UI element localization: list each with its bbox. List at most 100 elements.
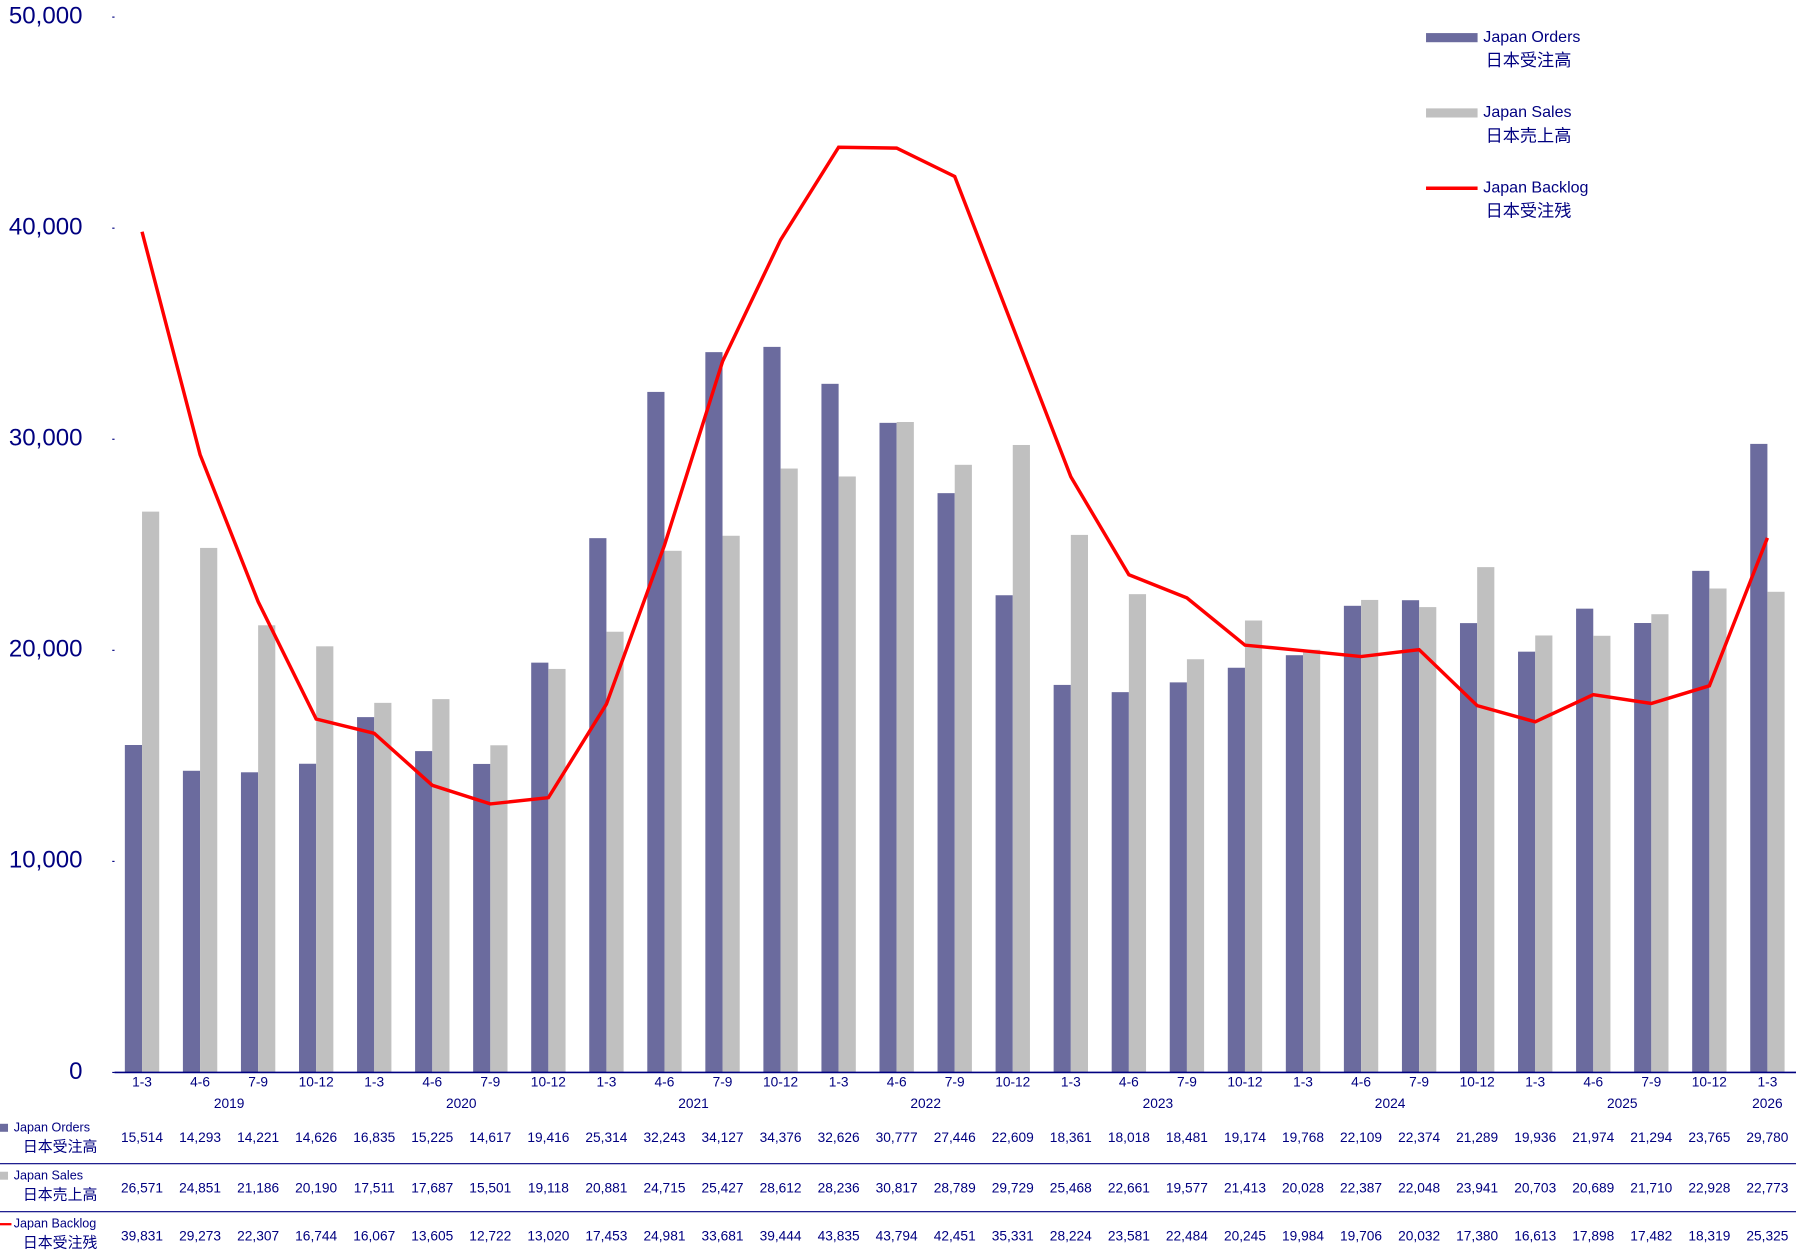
bar	[1576, 608, 1594, 1073]
table-value: 22,661	[1108, 1180, 1150, 1195]
bar	[1651, 614, 1669, 1073]
table-value: 15,225	[411, 1130, 453, 1145]
table-value: 22,109	[1340, 1130, 1382, 1145]
x-tick-label: 10-12	[299, 1074, 334, 1089]
y-tick-label: 10,000	[9, 847, 83, 874]
table-value: 39,444	[760, 1228, 802, 1243]
x-tick-label: 10-12	[1692, 1074, 1727, 1089]
table-value: 20,032	[1398, 1228, 1440, 1243]
bar	[1285, 655, 1304, 1073]
bar	[1303, 649, 1321, 1073]
table-value: 29,729	[992, 1180, 1034, 1195]
table-swatch	[0, 1171, 9, 1180]
x-tick-label: 1-3	[1757, 1074, 1777, 1089]
bar	[879, 422, 897, 1073]
table-value: 22,307	[237, 1228, 279, 1243]
table-value: 28,612	[760, 1180, 802, 1195]
bar	[316, 646, 334, 1073]
table-value: 19,984	[1282, 1228, 1324, 1243]
year-label: 2023	[1143, 1096, 1174, 1111]
bar	[548, 668, 566, 1073]
x-tick-label: 7-9	[1409, 1074, 1429, 1089]
bar	[1111, 692, 1129, 1073]
bar	[473, 763, 491, 1073]
table-value: 25,325	[1746, 1228, 1788, 1243]
bar	[1227, 667, 1245, 1073]
table-value: 17,511	[354, 1180, 395, 1195]
table-value: 20,881	[585, 1180, 627, 1195]
x-tick-label: 1-3	[132, 1074, 152, 1089]
table-value: 32,626	[818, 1130, 860, 1145]
table-value: 28,789	[934, 1180, 976, 1195]
table-value: 25,427	[702, 1180, 744, 1195]
table-value: 34,376	[760, 1130, 802, 1145]
x-tick-label: 7-9	[1177, 1074, 1197, 1089]
bar	[589, 538, 607, 1073]
x-tick-label: 7-9	[713, 1074, 733, 1089]
x-tick-label: 10-12	[531, 1074, 566, 1089]
table-value: 19,936	[1514, 1130, 1556, 1145]
bar	[1419, 607, 1437, 1073]
bar	[1477, 567, 1495, 1073]
bar	[240, 772, 259, 1073]
x-tick-label: 4-6	[1119, 1074, 1139, 1089]
bar	[258, 625, 276, 1073]
bar	[664, 550, 682, 1073]
table-value: 21,974	[1572, 1130, 1614, 1145]
year-label: 2020	[446, 1096, 477, 1111]
y-tick-label: 20,000	[9, 636, 83, 663]
table-value: 14,617	[469, 1130, 511, 1145]
legend-label: 日本受注高	[1486, 50, 1572, 70]
line	[140, 145, 1770, 806]
table-value: 19,768	[1282, 1130, 1324, 1145]
table-row-label: 日本受注残	[23, 1235, 98, 1252]
bar	[1535, 635, 1553, 1073]
table-value: 29,273	[179, 1228, 221, 1243]
bar	[647, 391, 665, 1073]
bar	[1401, 600, 1420, 1073]
bar	[432, 699, 450, 1073]
table-value: 21,289	[1456, 1130, 1498, 1145]
y-tick-label: 40,000	[9, 214, 83, 241]
bar	[896, 422, 914, 1073]
x-tick-label: 10-12	[1460, 1074, 1495, 1089]
table-row-label: Japan Backlog	[14, 1217, 97, 1231]
x-tick-label: 1-3	[364, 1074, 384, 1089]
table-value: 29,780	[1746, 1130, 1788, 1145]
table-value: 20,028	[1282, 1180, 1324, 1195]
table-value: 15,501	[469, 1180, 511, 1195]
table-value: 23,941	[1456, 1180, 1498, 1195]
table-value: 28,236	[818, 1180, 860, 1195]
table-value: 17,380	[1456, 1228, 1498, 1243]
x-tick-label: 4-6	[887, 1074, 907, 1089]
table-value: 25,468	[1050, 1180, 1092, 1195]
table-value: 42,451	[934, 1228, 976, 1243]
x-tick-label: 1-3	[829, 1074, 849, 1089]
year-label: 2019	[214, 1096, 245, 1111]
table-row-label: 日本受注高	[23, 1139, 97, 1156]
bar	[298, 763, 317, 1073]
table-value: 23,581	[1108, 1228, 1150, 1243]
table-value: 21,186	[237, 1180, 279, 1195]
x-tick-label: 1-3	[1525, 1074, 1545, 1089]
table-value: 14,293	[179, 1130, 221, 1145]
table-value: 25,314	[585, 1130, 627, 1145]
bar	[1128, 594, 1147, 1073]
table-value: 30,817	[876, 1180, 918, 1195]
table-value: 19,577	[1166, 1180, 1208, 1195]
table-value: 18,361	[1050, 1130, 1092, 1145]
bar	[1343, 605, 1362, 1073]
x-tick-label: 4-6	[1351, 1074, 1371, 1089]
y-tick-label: 30,000	[9, 425, 83, 452]
table-value: 18,319	[1688, 1228, 1730, 1243]
table-value: 16,744	[295, 1228, 337, 1243]
table-value: 43,835	[818, 1228, 860, 1243]
bar	[1593, 635, 1611, 1073]
bar	[415, 751, 433, 1073]
bar	[954, 464, 972, 1073]
bar	[821, 383, 839, 1073]
table-value: 24,981	[643, 1228, 685, 1243]
bar	[1012, 444, 1030, 1073]
table-value: 18,018	[1108, 1130, 1150, 1145]
